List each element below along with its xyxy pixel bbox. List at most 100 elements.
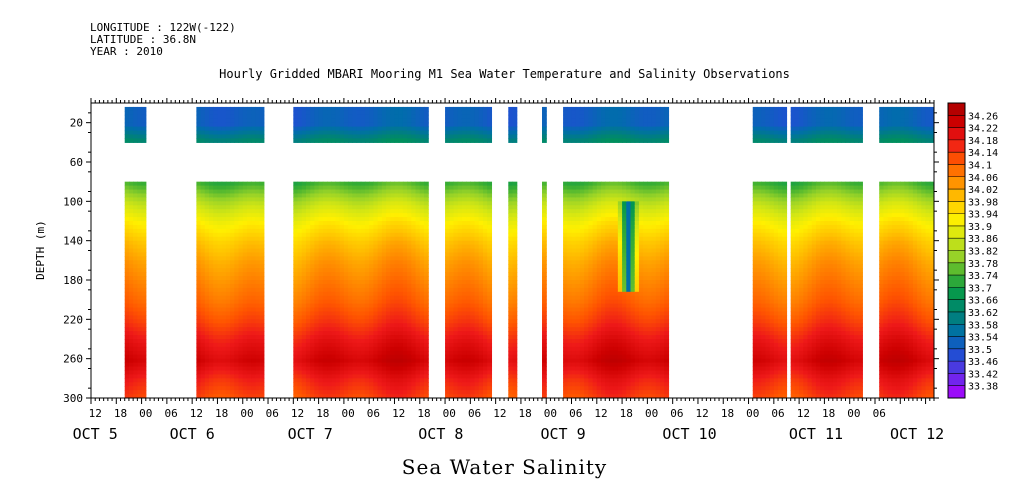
heatmap-cell [348,260,353,265]
heatmap-cell [234,358,240,364]
heatmap-cell [563,315,568,320]
heatmap-cell [487,299,493,305]
heatmap-cell [327,276,332,281]
heatmap-cell [369,252,375,257]
heatmap-cell [453,390,459,395]
heatmap-cell [592,126,598,132]
heatmap-cell [402,394,408,398]
heatmap-cell [415,189,421,195]
heatmap-cell [360,201,366,206]
heatmap-cell [356,283,362,289]
heatmap-cell [327,236,332,242]
heatmap-cell [482,370,488,375]
heatmap-cell [293,236,299,242]
heatmap-cell [407,335,412,340]
heatmap-cell [348,106,353,112]
heatmap-cell [470,189,476,195]
heatmap-cell [301,126,307,132]
heatmap-cell [246,366,252,372]
heatmap-cell [605,366,611,372]
heatmap-cell [605,370,611,375]
heatmap-cell [542,362,547,368]
heatmap-cell [124,213,130,218]
heatmap-cell [335,185,341,191]
heatmap-cell [251,362,256,368]
heatmap-cell [386,197,391,202]
heatmap-cell [331,299,337,305]
heatmap-cell [474,248,480,254]
heatmap-cell [331,339,337,344]
heatmap-cell [584,205,589,210]
heatmap-cell [449,106,455,112]
heatmap-cell [293,138,299,143]
heatmap-cell [419,224,425,230]
heatmap-cell [567,331,573,336]
heatmap-cell [478,390,484,395]
heatmap-cell [217,122,223,128]
heatmap-cell [259,252,265,257]
heatmap-cell [360,118,366,124]
heatmap-cell [327,185,332,191]
heatmap-cell [373,307,379,313]
heatmap-cell [314,358,320,364]
heatmap-cell [470,181,476,187]
heatmap-cell [318,106,324,112]
heatmap-cell [419,362,425,368]
heatmap-cell [487,303,493,309]
heatmap-cell [348,224,353,230]
heatmap-cell [246,221,252,226]
heatmap-cell [343,209,349,214]
heatmap-cell [335,213,341,218]
heatmap-cell [373,244,379,250]
heatmap-cell [592,276,598,281]
heatmap-cell [213,323,219,328]
heatmap-cell [255,291,261,297]
heatmap-cell [478,358,484,364]
heatmap-cell [512,378,518,383]
heatmap-cell [377,228,383,234]
heatmap-cell [402,311,408,316]
heatmap-cell [246,346,252,352]
heatmap-cell [352,213,358,218]
heatmap-cell [259,126,265,132]
heatmap-cell [297,291,303,297]
heatmap-cell [327,209,332,214]
heatmap-cell [343,138,349,143]
heatmap-cell [314,205,320,210]
heatmap-cell [238,138,244,143]
heatmap-cell [512,224,518,230]
heatmap-cell [601,205,606,210]
heatmap-cell [377,232,383,238]
heatmap-cell [592,394,598,398]
heatmap-cell [386,346,391,352]
heatmap-cell [348,122,353,128]
heatmap-cell [394,315,400,320]
heatmap-cell [242,386,248,391]
heatmap-cell [592,358,598,364]
heatmap-cell [579,386,585,391]
heatmap-cell [369,299,375,305]
heatmap-cell [246,193,252,198]
heatmap-cell [133,213,138,218]
heatmap-cell [335,232,341,238]
heatmap-cell [508,213,514,218]
heatmap-cell [310,217,315,222]
heatmap-cell [137,370,143,375]
heatmap-cell [335,256,341,261]
heatmap-cell [457,299,463,305]
heatmap-cell [221,213,227,218]
heatmap-cell [445,134,450,139]
heatmap-cell [445,126,450,132]
heatmap-cell [419,280,425,285]
heatmap-cell [567,205,573,210]
heatmap-cell [238,122,244,128]
heatmap-cell [356,350,362,356]
heatmap-cell [419,374,425,379]
heatmap-cell [512,264,518,269]
heatmap-cell [445,335,450,340]
heatmap-cell [213,291,219,297]
heatmap-cell [369,394,375,398]
heatmap-cell [542,390,547,395]
heatmap-cell [449,181,455,187]
heatmap-cell [364,193,370,198]
